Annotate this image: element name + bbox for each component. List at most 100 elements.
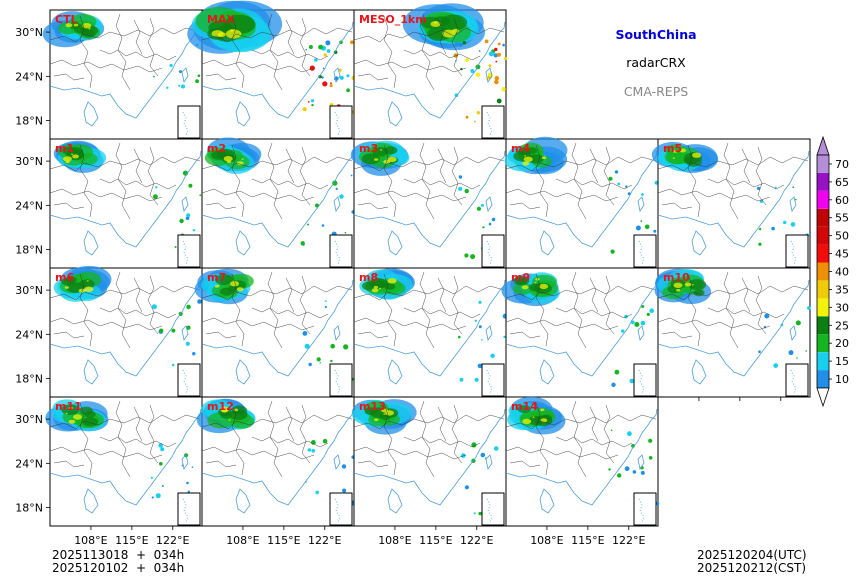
echo-dot xyxy=(300,241,305,246)
colorbar-tick-label: 40 xyxy=(835,266,849,279)
echo-cell xyxy=(371,288,379,293)
panel-frame xyxy=(657,138,811,269)
colorbar: 10 15 20 25 30 35 40 45 50 55 60 65 70 xyxy=(816,135,849,408)
panel-title: m4 xyxy=(511,142,530,155)
echo-dot xyxy=(185,341,190,346)
echo-dot xyxy=(764,313,770,319)
valid-time-cst: 2025120212(CST) xyxy=(697,561,807,575)
echo-dot xyxy=(477,363,483,369)
colorbar-cell xyxy=(817,190,829,209)
lon-tick-label: 108°E xyxy=(74,534,107,547)
echo-cell xyxy=(433,21,438,24)
echo-dot xyxy=(161,485,164,487)
echo-dot xyxy=(487,72,493,78)
echo-dot xyxy=(474,319,477,322)
echo-dot xyxy=(805,350,807,352)
echo-cell xyxy=(68,406,73,410)
echo-cell xyxy=(86,280,89,282)
panel-frame xyxy=(505,396,659,527)
echo-dot xyxy=(346,74,350,78)
lon-tick-label: 122°E xyxy=(308,534,341,547)
echo-cell xyxy=(230,281,239,287)
echo-dot xyxy=(648,438,653,443)
echo-cell xyxy=(430,21,441,27)
echo-dot xyxy=(654,180,659,185)
radar-echo xyxy=(53,140,202,256)
lat-tick-label: 30°N xyxy=(15,26,43,39)
echo-dot xyxy=(153,75,155,78)
echo-cell xyxy=(221,408,228,413)
echo-dot xyxy=(474,377,479,382)
echo-dot xyxy=(478,300,482,304)
echo-dot xyxy=(323,53,327,57)
echo-dot xyxy=(478,325,482,329)
colorbar-cell xyxy=(817,370,829,388)
echo-cell xyxy=(384,283,396,290)
init-time-2: 2025120102 + 034h xyxy=(52,561,185,575)
lon-tick-label: 115°E xyxy=(115,534,148,547)
valid-times: 2025120204(UTC) 2025120212(CST) xyxy=(697,549,807,575)
echo-cell xyxy=(692,152,702,158)
echo-dot xyxy=(179,70,182,74)
echo-dot xyxy=(158,443,163,448)
echo-cell xyxy=(62,156,72,162)
colorbar-tick-label: 70 xyxy=(835,158,849,171)
echo-dot xyxy=(330,82,332,85)
echo-cell xyxy=(72,154,79,159)
echo-cell xyxy=(688,279,707,290)
lat-tick-label: 30°N xyxy=(15,413,43,426)
echo-dot xyxy=(330,343,335,349)
echo-dot xyxy=(640,470,645,475)
echo-dot xyxy=(191,466,194,468)
echo-cell xyxy=(522,418,532,425)
echo-dot xyxy=(166,86,169,90)
echo-dot xyxy=(311,440,316,445)
panel-title: m1 xyxy=(55,142,74,155)
echo-cell xyxy=(380,149,383,151)
echo-dot xyxy=(339,75,344,80)
echo-dot xyxy=(199,194,202,197)
colorbar-cell xyxy=(817,226,829,245)
panel-title: m6 xyxy=(55,271,74,284)
echo-dot xyxy=(646,312,650,316)
radar-echo xyxy=(651,142,809,259)
radar-echo xyxy=(204,137,355,246)
echo-dot xyxy=(309,65,315,71)
echo-cell xyxy=(236,161,244,166)
echo-cell xyxy=(672,150,678,153)
echo-dot xyxy=(316,357,321,362)
echo-dot xyxy=(478,50,481,52)
echo-cell xyxy=(684,282,692,287)
echo-dot xyxy=(341,464,347,469)
echo-cell xyxy=(65,160,70,164)
echo-cell xyxy=(679,148,687,153)
echo-dot xyxy=(171,328,176,333)
echo-cell xyxy=(215,274,233,285)
panel-m8: m8 xyxy=(353,267,508,398)
colorbar-max-arrow xyxy=(816,135,830,156)
init-times: 2025113018 + 034h 2025120102 + 034h xyxy=(52,549,184,575)
echo-dot xyxy=(493,53,498,58)
echo-dot xyxy=(325,40,331,46)
echo-dot xyxy=(625,185,628,188)
echo-dot xyxy=(504,56,508,61)
lat-tick-label: 30°N xyxy=(15,284,43,297)
echo-dot xyxy=(482,226,485,229)
echo-dot xyxy=(610,249,615,254)
echo-cell xyxy=(540,418,548,423)
echo-dot xyxy=(335,187,338,190)
lat-tick-label: 30°N xyxy=(15,155,43,168)
echo-cell xyxy=(84,286,94,292)
echo-dot xyxy=(488,51,494,57)
echo-cell xyxy=(387,156,397,163)
colorbar-cell xyxy=(817,244,829,263)
echo-dot xyxy=(181,84,185,89)
echo-cell xyxy=(541,156,547,160)
echo-dot xyxy=(470,254,476,260)
echo-dot xyxy=(644,224,650,230)
echo-cell xyxy=(226,160,232,163)
echo-dot xyxy=(314,58,318,62)
echo-cell xyxy=(374,418,379,422)
echo-cell xyxy=(528,415,545,426)
echo-dot xyxy=(627,431,632,437)
